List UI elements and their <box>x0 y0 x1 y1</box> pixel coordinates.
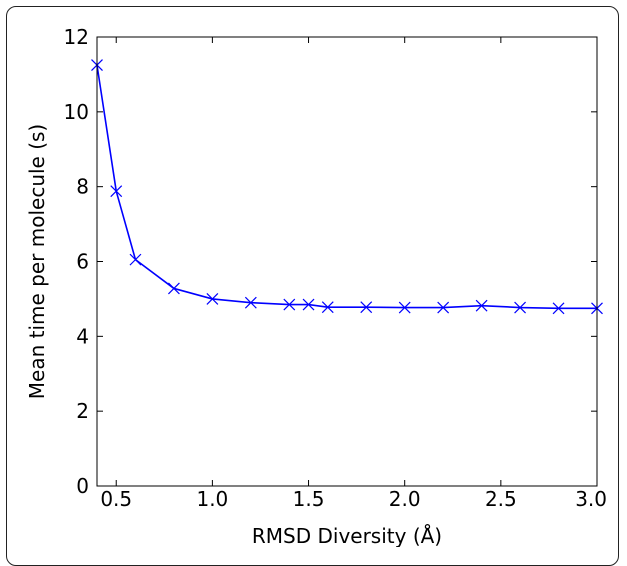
marker-stroke <box>167 282 180 295</box>
data-point <box>302 298 315 311</box>
x-tick-label: 1.0 <box>196 487 228 511</box>
marker-stroke <box>129 253 142 266</box>
data-point <box>437 301 450 314</box>
series-layer <box>91 59 603 315</box>
x-tick-label: 2.0 <box>389 487 421 511</box>
marker-stroke <box>206 292 219 305</box>
data-point <box>283 298 296 311</box>
marker-stroke <box>110 185 123 198</box>
plot-area <box>97 37 597 486</box>
marker-stroke <box>398 301 411 314</box>
data-point <box>398 301 411 314</box>
data-point <box>167 282 180 295</box>
data-point <box>360 301 373 314</box>
axes-layer: 0.5 1.0 1.5 2.0 2.5 3.0 0 2 4 6 8 10 12 <box>64 25 607 511</box>
data-point <box>206 292 219 305</box>
x-tick-label: 1.5 <box>293 487 325 511</box>
y-tick-label: 0 <box>76 474 89 498</box>
marker-stroke <box>360 301 373 314</box>
marker-stroke <box>552 302 565 315</box>
data-point <box>552 302 565 315</box>
x-tick-label: 2.5 <box>485 487 517 511</box>
data-point <box>514 301 527 314</box>
marker-stroke <box>321 301 334 314</box>
y-tick-label: 6 <box>76 250 89 274</box>
data-point <box>110 185 123 198</box>
marker-stroke <box>514 301 527 314</box>
marker-stroke <box>437 301 450 314</box>
marker-stroke <box>302 298 315 311</box>
marker-stroke <box>244 296 257 309</box>
data-point <box>244 296 257 309</box>
marker-stroke <box>475 299 488 312</box>
y-tick-label: 4 <box>76 324 89 348</box>
y-tick-label: 10 <box>64 100 89 124</box>
x-tick-label: 0.5 <box>100 487 132 511</box>
marker-stroke <box>283 298 296 311</box>
data-point <box>321 301 334 314</box>
y-tick-label: 8 <box>76 175 89 199</box>
x-axis-label: RMSD Diversity (Å) <box>252 524 442 547</box>
series-line-0 <box>96 64 597 310</box>
y-axis-label: Mean time per molecule (s) <box>25 124 49 399</box>
x-tick-label: 3.0 <box>575 487 607 511</box>
y-tick-label: 2 <box>76 399 89 423</box>
y-tick-label: 12 <box>64 25 89 49</box>
data-point <box>475 299 488 312</box>
line-chart: 0.5 1.0 1.5 2.0 2.5 3.0 0 2 4 6 8 10 12 RMSD Diversi… <box>25 25 607 547</box>
data-point <box>129 253 142 266</box>
plot-background <box>97 37 597 486</box>
